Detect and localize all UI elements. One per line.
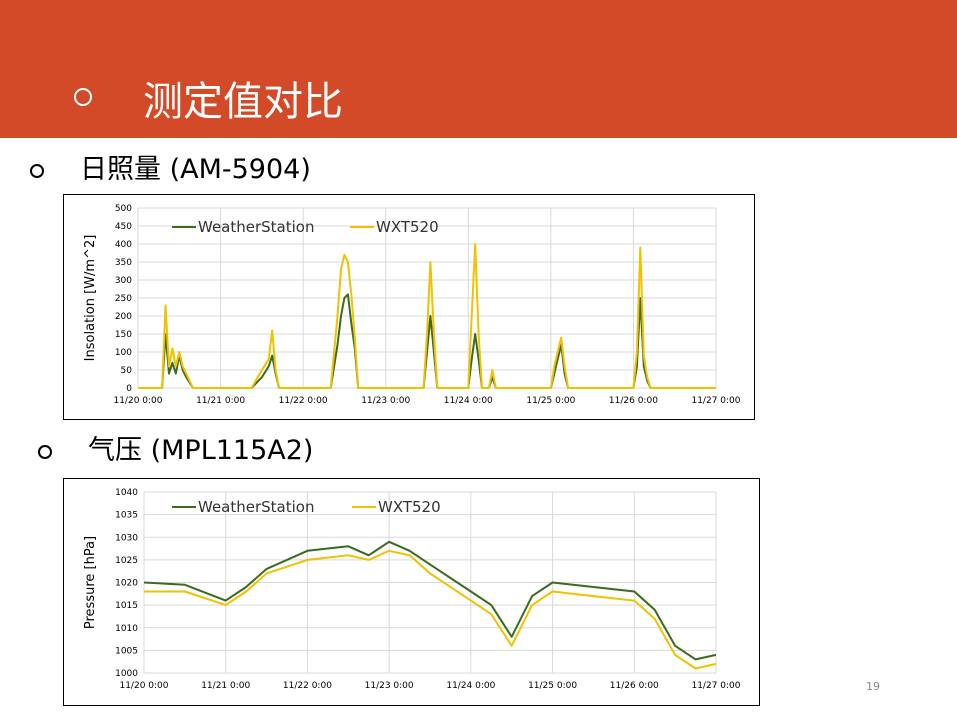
y-tick-label: 150 xyxy=(115,330,132,340)
x-tick-label: 11/25 0:00 xyxy=(526,396,575,406)
series-line xyxy=(138,243,716,389)
x-tick-label: 11/25 0:00 xyxy=(528,681,577,691)
y-tick-label: 1040 xyxy=(115,488,138,498)
x-tick-label: 11/24 0:00 xyxy=(444,396,493,406)
y-tick-label: 1005 xyxy=(115,646,138,656)
x-tick-label: 11/27 0:00 xyxy=(691,396,740,406)
page-number: 19 xyxy=(866,680,880,693)
y-tick-label: 250 xyxy=(115,294,132,304)
insolation-chart: 0 50 100 150 200 250 300 350 400 450 500 11/20 0:00… xyxy=(83,204,741,406)
y-tick-label: 1030 xyxy=(115,533,138,543)
y-tick-label: 1015 xyxy=(115,601,138,611)
y-tick-label: 300 xyxy=(115,276,132,286)
legend-label: WXT520 xyxy=(376,218,439,236)
series-line xyxy=(143,540,717,661)
y-axis-label: Insolation [W/m^2] xyxy=(83,235,98,362)
section-title-pressure: 气压 (MPL115A2) xyxy=(88,435,314,466)
x-tick-label: 11/21 0:00 xyxy=(201,681,250,691)
slide-title: 测定值对比 xyxy=(143,79,343,125)
x-tick-label: 11/21 0:00 xyxy=(196,396,245,406)
section-title-insolation: 日照量 (AM-5904) xyxy=(80,154,311,185)
x-tick-label: 11/22 0:00 xyxy=(283,681,332,691)
section-bullet-icon xyxy=(30,164,44,178)
section-bullet-icon xyxy=(38,445,52,459)
x-tick-label: 11/20 0:00 xyxy=(119,681,168,691)
y-tick-label: 1010 xyxy=(115,624,138,634)
y-tick-label: 400 xyxy=(115,240,132,250)
x-tick-label: 11/24 0:00 xyxy=(446,681,495,691)
y-tick-label: 500 xyxy=(115,204,132,214)
legend-label: WeatherStation xyxy=(198,498,314,516)
x-tick-label: 11/23 0:00 xyxy=(361,396,410,406)
insolation-chart-frame: 0 50 100 150 200 250 300 350 400 450 500 11/20 0:00… xyxy=(63,194,755,420)
y-tick-label: 350 xyxy=(115,258,132,268)
y-tick-label: 50 xyxy=(121,366,133,376)
y-tick-label: 100 xyxy=(115,348,132,358)
y-tick-label: 1035 xyxy=(115,511,138,521)
x-tick-label: 11/23 0:00 xyxy=(365,681,414,691)
y-axis-label: Pressure [hPa] xyxy=(83,536,98,629)
x-tick-label: 11/26 0:00 xyxy=(610,681,659,691)
y-tick-label: 0 xyxy=(126,384,132,394)
y-tick-label: 1020 xyxy=(115,579,138,589)
y-tick-label: 1025 xyxy=(115,556,138,566)
pressure-chart-frame: 1000 1005 1010 1015 1020 1025 1030 1035 1040 11/2… xyxy=(63,478,760,706)
y-tick-label: 1000 xyxy=(115,669,138,679)
x-tick-label: 11/22 0:00 xyxy=(279,396,328,406)
series-line xyxy=(144,549,717,670)
x-tick-label: 11/27 0:00 xyxy=(691,681,740,691)
slide-header: 测定值对比 xyxy=(0,0,957,138)
legend-label: WeatherStation xyxy=(198,218,314,236)
legend-label: WXT520 xyxy=(378,498,441,516)
y-tick-label: 450 xyxy=(115,222,132,232)
pressure-chart: 1000 1005 1010 1015 1020 1025 1030 1035 1040 11/2… xyxy=(83,488,741,691)
x-tick-label: 11/20 0:00 xyxy=(113,396,162,406)
x-tick-label: 11/26 0:00 xyxy=(609,396,658,406)
title-bullet-icon xyxy=(74,88,92,106)
y-tick-label: 200 xyxy=(115,312,132,322)
